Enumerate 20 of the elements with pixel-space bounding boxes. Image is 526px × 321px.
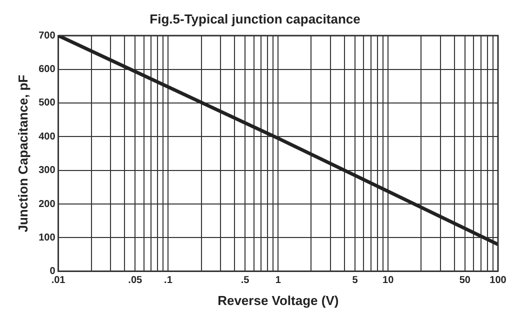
y-tick-label: 600 — [38, 64, 56, 76]
x-tick-label: .5 — [240, 275, 250, 286]
y-tick-label: 200 — [38, 198, 56, 210]
y-tick-label: 700 — [38, 30, 56, 42]
y-axis-title: Junction Capacitance, pF — [15, 74, 30, 232]
y-tick-label: 0 — [50, 266, 56, 278]
x-tick-label: 5 — [352, 275, 358, 286]
x-tick-label: .05 — [128, 275, 143, 286]
chart-title: Fig.5-Typical junction capacitance — [150, 11, 360, 26]
y-tick-label: 500 — [38, 98, 56, 109]
x-tick-label: 100 — [490, 275, 507, 286]
x-tick-label: .1 — [164, 275, 173, 286]
y-tick-label: 300 — [38, 165, 56, 176]
y-tick-label: 400 — [38, 131, 56, 142]
x-tick-label: 10 — [382, 275, 394, 286]
x-tick-label: 50 — [459, 275, 471, 286]
x-tick-label: 1 — [275, 275, 282, 286]
x-tick-label: .01 — [51, 275, 66, 286]
y-tick-label: 100 — [38, 232, 56, 244]
x-axis-title: Reverse Voltage (V) — [218, 292, 339, 308]
